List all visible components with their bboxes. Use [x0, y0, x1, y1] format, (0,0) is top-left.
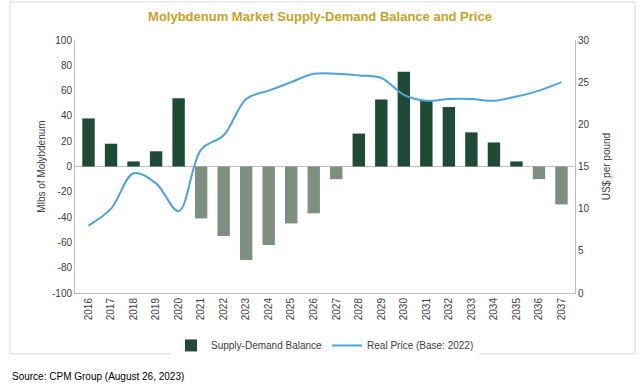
svg-text:60: 60: [61, 85, 73, 96]
svg-text:Source: CPM Group (August 26,: Source: CPM Group (August 26, 2023): [12, 371, 184, 382]
svg-text:20: 20: [61, 136, 73, 147]
svg-text:2021: 2021: [195, 298, 206, 321]
svg-text:US$ per pound: US$ per pound: [601, 133, 612, 200]
svg-text:5: 5: [578, 245, 584, 256]
svg-text:2032: 2032: [443, 298, 454, 321]
svg-text:-40: -40: [58, 212, 73, 223]
svg-text:Molybdenum Market Supply-Deman: Molybdenum Market Supply-Demand Balance …: [148, 9, 492, 24]
svg-text:2026: 2026: [308, 298, 319, 321]
svg-text:-20: -20: [58, 186, 73, 197]
svg-text:2028: 2028: [353, 298, 364, 321]
svg-text:Supply-Demand Balance: Supply-Demand Balance: [211, 340, 322, 351]
svg-text:2030: 2030: [398, 298, 409, 321]
svg-text:0: 0: [578, 288, 584, 299]
svg-text:10: 10: [578, 203, 590, 214]
svg-text:2036: 2036: [533, 298, 544, 321]
svg-text:2020: 2020: [173, 298, 184, 321]
svg-text:40: 40: [61, 110, 73, 121]
svg-text:2031: 2031: [421, 298, 432, 321]
svg-text:2024: 2024: [263, 298, 274, 321]
svg-text:2027: 2027: [331, 298, 342, 321]
svg-text:2025: 2025: [285, 298, 296, 321]
svg-text:2019: 2019: [150, 298, 161, 321]
svg-text:Real Price (Base: 2022): Real Price (Base: 2022): [367, 340, 473, 351]
svg-text:25: 25: [578, 77, 590, 88]
svg-text:0: 0: [66, 161, 72, 172]
svg-text:-60: -60: [58, 237, 73, 248]
svg-text:-80: -80: [58, 262, 73, 273]
svg-text:2033: 2033: [466, 298, 477, 321]
svg-text:30: 30: [578, 35, 590, 46]
svg-text:100: 100: [55, 35, 72, 46]
svg-text:Mlbs of Molybdenum: Mlbs of Molybdenum: [36, 120, 47, 212]
svg-text:2037: 2037: [556, 298, 567, 321]
svg-text:2018: 2018: [128, 298, 139, 321]
svg-text:80: 80: [61, 60, 73, 71]
svg-text:2022: 2022: [218, 298, 229, 321]
svg-text:2016: 2016: [83, 298, 94, 321]
svg-text:2034: 2034: [488, 298, 499, 321]
svg-text:-100: -100: [52, 288, 72, 299]
svg-text:2023: 2023: [240, 298, 251, 321]
svg-text:15: 15: [578, 161, 590, 172]
svg-text:2029: 2029: [376, 298, 387, 321]
svg-text:2017: 2017: [105, 298, 116, 321]
svg-text:20: 20: [578, 119, 590, 130]
svg-text:2035: 2035: [511, 298, 522, 321]
